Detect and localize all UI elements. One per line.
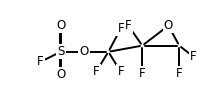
Text: O: O [56,19,65,32]
Text: F: F [176,67,182,80]
Text: S: S [57,45,64,58]
Text: F: F [190,50,196,63]
Text: F: F [93,65,99,78]
Text: F: F [37,55,44,68]
Text: F: F [117,65,124,78]
Text: F: F [125,19,132,32]
Text: O: O [79,45,88,58]
Text: F: F [117,22,124,35]
Text: O: O [56,68,65,81]
Text: O: O [164,19,173,32]
Text: F: F [139,67,146,80]
